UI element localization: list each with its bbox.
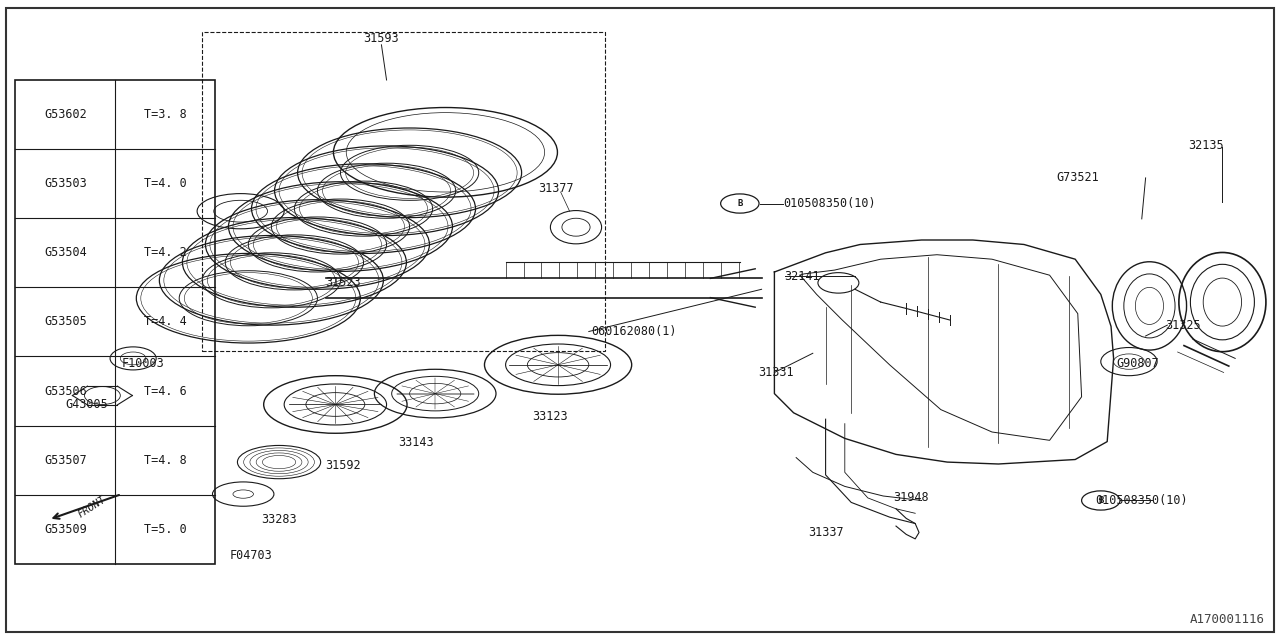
Text: 31377: 31377 (538, 182, 573, 195)
Text: 31331: 31331 (758, 366, 794, 379)
Text: B: B (737, 199, 742, 208)
Text: A170001116: A170001116 (1189, 613, 1265, 626)
Text: 010508350(10): 010508350(10) (1096, 494, 1188, 507)
Text: G53602: G53602 (44, 108, 87, 121)
Text: T=4. 8: T=4. 8 (143, 454, 187, 467)
Text: G53509: G53509 (44, 523, 87, 536)
Text: 33123: 33123 (532, 410, 568, 422)
Text: G43005: G43005 (65, 398, 109, 411)
Text: T=4. 4: T=4. 4 (143, 316, 187, 328)
Text: 31948: 31948 (893, 492, 929, 504)
Text: 31325: 31325 (1165, 319, 1201, 332)
Text: 31592: 31592 (325, 460, 361, 472)
Text: 31337: 31337 (808, 526, 844, 539)
Text: G53503: G53503 (44, 177, 87, 190)
Text: G73521: G73521 (1056, 172, 1100, 184)
Text: T=5. 0: T=5. 0 (143, 523, 187, 536)
Text: G53504: G53504 (44, 246, 87, 259)
Text: G53506: G53506 (44, 385, 87, 397)
Bar (202, 32, 605, 351)
Text: 33143: 33143 (398, 436, 434, 449)
Text: 33283: 33283 (261, 513, 297, 526)
Text: 31593: 31593 (364, 32, 399, 45)
Text: T=4. 6: T=4. 6 (143, 385, 187, 397)
Text: 32141: 32141 (785, 270, 820, 283)
Text: F04703: F04703 (229, 549, 273, 562)
Text: 010508350(10): 010508350(10) (783, 197, 876, 210)
Text: F10003: F10003 (122, 357, 165, 370)
Text: G53505: G53505 (44, 316, 87, 328)
Text: G90807: G90807 (1116, 357, 1158, 370)
Text: T=4. 2: T=4. 2 (143, 246, 187, 259)
Text: T=3. 8: T=3. 8 (143, 108, 187, 121)
Text: 31523: 31523 (325, 276, 361, 289)
Text: G53507: G53507 (44, 454, 87, 467)
Text: T=4. 0: T=4. 0 (143, 177, 187, 190)
Text: 32135: 32135 (1188, 140, 1224, 152)
Text: B: B (1098, 496, 1103, 505)
Text: FRONT: FRONT (77, 494, 108, 520)
Bar (15, 80, 215, 564)
Text: 060162080(1): 060162080(1) (591, 325, 677, 338)
